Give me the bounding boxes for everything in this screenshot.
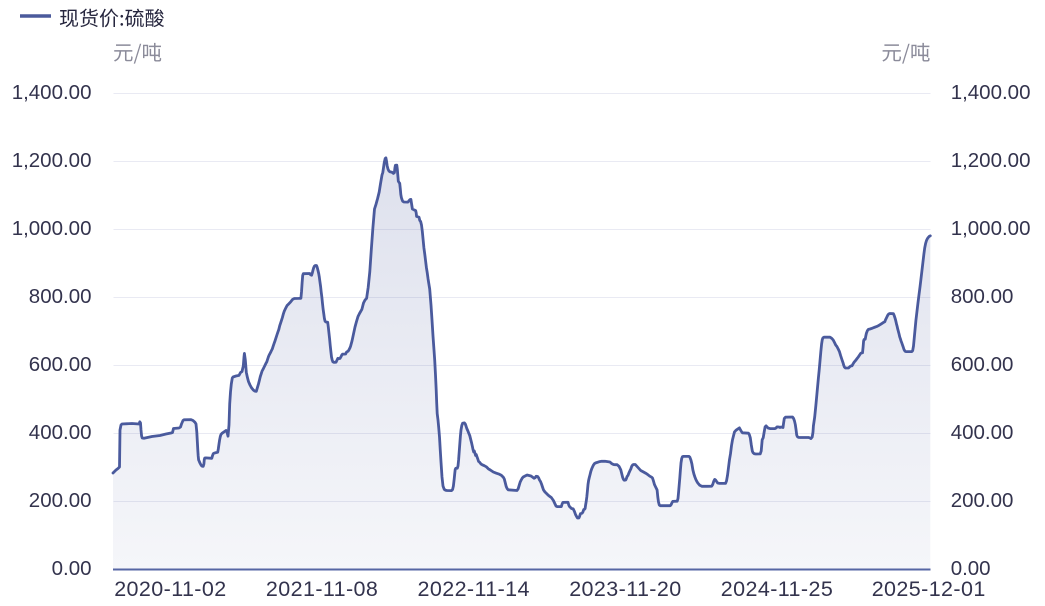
svg-text:0.00: 0.00	[52, 557, 92, 580]
svg-text:1,200.00: 1,200.00	[951, 149, 1031, 172]
svg-text:1,000.00: 1,000.00	[12, 217, 92, 240]
svg-text:600.00: 600.00	[29, 353, 92, 376]
svg-text:400.00: 400.00	[951, 421, 1014, 444]
svg-text:1,200.00: 1,200.00	[12, 149, 92, 172]
svg-text:2021-11-08: 2021-11-08	[266, 577, 378, 601]
svg-text:0.00: 0.00	[951, 557, 991, 580]
svg-text:2024-11-25: 2024-11-25	[721, 577, 833, 601]
svg-text:2022-11-14: 2022-11-14	[418, 577, 530, 601]
svg-text:200.00: 200.00	[29, 489, 92, 512]
svg-text:600.00: 600.00	[951, 353, 1014, 376]
svg-text:1,000.00: 1,000.00	[951, 217, 1031, 240]
svg-text:800.00: 800.00	[951, 285, 1014, 308]
svg-text:400.00: 400.00	[29, 421, 92, 444]
svg-text:1,400.00: 1,400.00	[12, 81, 92, 104]
svg-text:200.00: 200.00	[951, 489, 1014, 512]
svg-text:800.00: 800.00	[29, 285, 92, 308]
svg-text:2020-11-02: 2020-11-02	[114, 577, 226, 601]
svg-text:1,400.00: 1,400.00	[951, 81, 1031, 104]
svg-text:2025-12-01: 2025-12-01	[872, 577, 986, 601]
svg-text:2023-11-20: 2023-11-20	[569, 577, 681, 601]
